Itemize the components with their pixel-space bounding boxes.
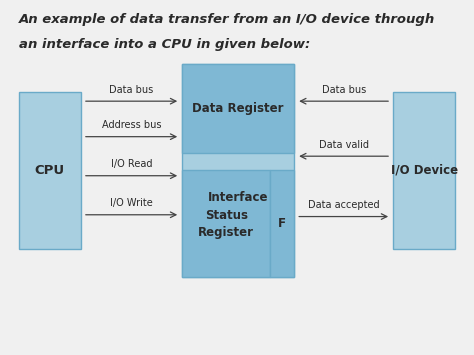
FancyBboxPatch shape	[182, 64, 294, 153]
FancyBboxPatch shape	[182, 64, 294, 277]
Text: CPU: CPU	[35, 164, 65, 177]
FancyBboxPatch shape	[182, 170, 270, 277]
Text: I/O Device: I/O Device	[391, 164, 458, 177]
Text: F: F	[278, 217, 286, 230]
Text: An example of data transfer from an I/O device through: An example of data transfer from an I/O …	[19, 13, 435, 26]
Text: Address bus: Address bus	[102, 120, 161, 130]
Text: Data accepted: Data accepted	[308, 200, 380, 210]
FancyBboxPatch shape	[393, 92, 455, 248]
Text: Data bus: Data bus	[109, 85, 154, 95]
Text: Interface: Interface	[208, 191, 268, 203]
Text: an interface into a CPU in given below:: an interface into a CPU in given below:	[19, 38, 310, 51]
Text: I/O Write: I/O Write	[110, 198, 153, 208]
Text: Data bus: Data bus	[321, 85, 366, 95]
Text: Data valid: Data valid	[319, 140, 369, 150]
Text: Status
Register: Status Register	[198, 209, 255, 239]
FancyBboxPatch shape	[270, 170, 294, 277]
Text: Data Register: Data Register	[192, 102, 284, 115]
Text: I/O Read: I/O Read	[111, 159, 152, 169]
FancyBboxPatch shape	[19, 92, 81, 248]
